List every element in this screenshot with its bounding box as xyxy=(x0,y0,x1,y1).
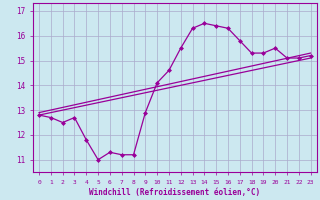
X-axis label: Windchill (Refroidissement éolien,°C): Windchill (Refroidissement éolien,°C) xyxy=(89,188,260,197)
